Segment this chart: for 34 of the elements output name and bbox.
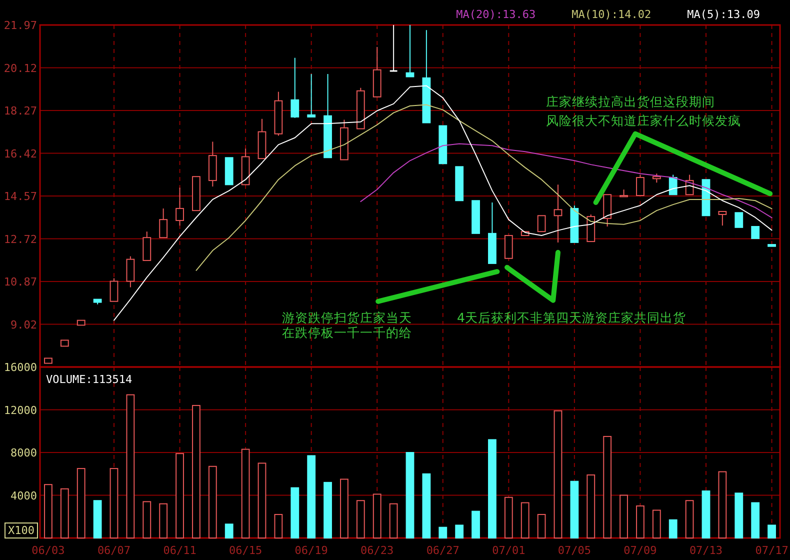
y-tick-label: 16000 xyxy=(4,361,37,374)
y-tick-label: 9.02 xyxy=(10,318,37,332)
x-tick-label: 06/19 xyxy=(294,544,328,557)
y-tick-label: 16.42 xyxy=(4,147,37,160)
x-tick-label: 06/11 xyxy=(163,544,196,557)
x-tick-label: 06/03 xyxy=(32,544,65,557)
annotation: 4天后获利不非第四天游资庄家共同出货 xyxy=(457,310,686,325)
x-tick-label: 07/13 xyxy=(689,544,723,557)
x-tick-label: 06/23 xyxy=(360,544,394,557)
y-tick-label: 18.27 xyxy=(4,104,37,118)
y-tick-label: 10.87 xyxy=(4,276,37,288)
x-tick-label: 07/17 xyxy=(755,544,788,557)
annotation: 在跌停板一千一千的给 xyxy=(282,325,412,340)
text: X100 xyxy=(8,524,34,537)
x-tick-label: 06/07 xyxy=(97,544,131,557)
text: MA(20):13.63 xyxy=(456,8,536,21)
annotation: VOLUME:113514 xyxy=(46,373,132,386)
y-tick-label: 8000 xyxy=(10,446,37,460)
y-tick-label: 12000 xyxy=(4,404,37,417)
y-tick-label: 21.97 xyxy=(4,19,37,32)
text: MA(10):14.02 xyxy=(572,8,652,21)
y-tick-label: 12.72 xyxy=(4,232,37,246)
annotation: 游资跌停扫货庄家当天 xyxy=(282,310,412,325)
y-tick-label: 20.12 xyxy=(4,62,37,75)
x-tick-label: 07/09 xyxy=(624,544,657,557)
annotation: 庄家继续拉高出货但这段期间 xyxy=(546,94,715,109)
x-tick-label: 06/27 xyxy=(426,544,460,557)
y-tick-label: 4000 xyxy=(10,489,37,502)
annotation: 风险很大不知道庄家什么时候发疯 xyxy=(546,113,741,128)
x-tick-label: 07/01 xyxy=(492,544,526,557)
x-tick-label: 06/15 xyxy=(228,544,262,557)
x-tick-label: 07/05 xyxy=(558,544,592,557)
y-tick-label: 14.57 xyxy=(4,190,37,203)
text: MA(5):13.09 xyxy=(687,8,760,21)
